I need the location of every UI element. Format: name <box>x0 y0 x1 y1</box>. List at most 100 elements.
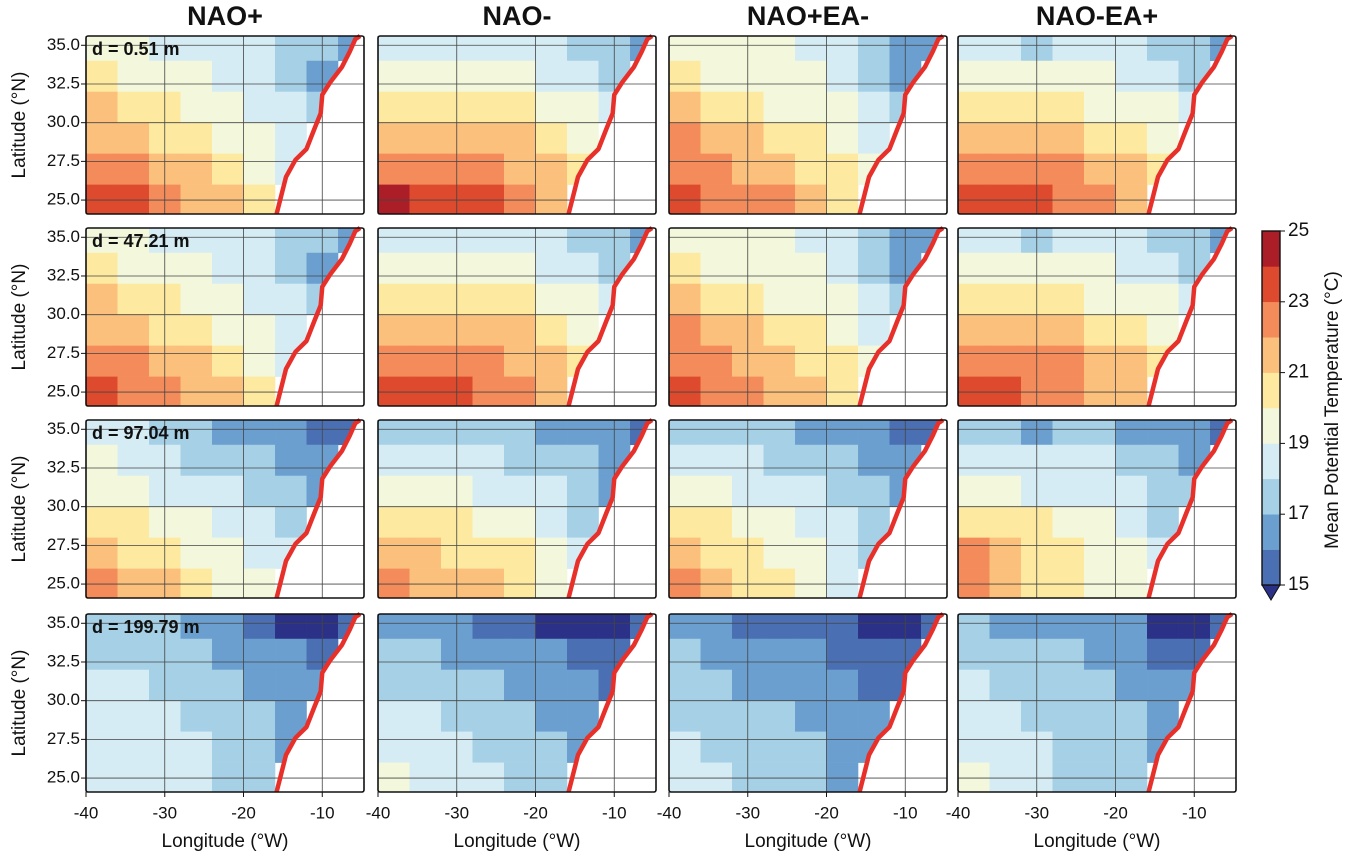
cell <box>472 614 505 640</box>
cell <box>243 153 276 185</box>
cell <box>700 669 733 701</box>
cell <box>1084 614 1116 640</box>
cell <box>700 614 733 640</box>
cell <box>669 153 701 185</box>
cell <box>989 420 1022 446</box>
cell <box>763 444 796 477</box>
cell <box>275 669 307 701</box>
cell <box>1115 731 1148 763</box>
cell <box>504 376 536 407</box>
cell <box>212 252 244 285</box>
cell <box>795 614 827 640</box>
cell <box>989 376 1022 407</box>
cell <box>243 731 276 763</box>
cell <box>243 568 276 599</box>
cell <box>1147 36 1179 62</box>
cell <box>567 252 599 285</box>
cell <box>243 614 276 640</box>
cell <box>567 60 599 93</box>
y-tick-label: 30.0 <box>47 690 80 709</box>
cell <box>763 376 796 407</box>
cell <box>1084 376 1116 407</box>
cell <box>117 228 150 254</box>
cell <box>1115 60 1148 93</box>
coastline <box>1146 34 1234 215</box>
cell <box>180 91 213 123</box>
cell <box>1052 568 1085 599</box>
cell <box>795 700 827 732</box>
cell <box>212 506 244 538</box>
cell <box>826 762 859 793</box>
cell <box>795 731 827 763</box>
cell <box>243 638 276 671</box>
cell <box>243 252 276 285</box>
cell <box>826 475 859 507</box>
cell <box>212 60 244 93</box>
cell <box>700 60 733 93</box>
cell <box>275 444 307 477</box>
cell <box>504 700 536 732</box>
cell <box>180 638 213 671</box>
cell <box>212 376 244 407</box>
cell <box>958 36 990 62</box>
panel <box>957 418 1237 599</box>
cell <box>700 314 733 346</box>
cell <box>958 345 990 377</box>
cell <box>472 153 505 185</box>
cell <box>989 537 1022 569</box>
cell <box>472 638 505 671</box>
cell <box>472 700 505 732</box>
y-tick-label: 27.5 <box>47 729 80 748</box>
cell <box>212 475 244 507</box>
cell <box>826 36 859 62</box>
cell <box>275 36 307 62</box>
colorbar-bin <box>1262 266 1280 303</box>
cell <box>378 700 410 732</box>
x-axis-label: Longitude (°W) <box>162 831 289 852</box>
cell <box>700 184 733 215</box>
cell <box>795 314 827 346</box>
cell <box>472 314 505 346</box>
cell <box>989 314 1022 346</box>
cell <box>1147 91 1179 123</box>
cell <box>858 228 890 254</box>
land <box>859 228 947 406</box>
y-tick-label: 35.0 <box>47 613 80 632</box>
cell <box>1115 184 1148 215</box>
cell <box>826 153 859 185</box>
colorbar-frame <box>1261 230 1281 586</box>
land <box>276 228 364 406</box>
cell <box>1115 122 1148 154</box>
cell <box>212 700 244 732</box>
cell <box>117 475 150 507</box>
cell <box>669 731 701 763</box>
panel <box>377 612 657 793</box>
panel <box>85 34 365 215</box>
cell <box>1147 252 1179 285</box>
cell <box>1084 700 1116 732</box>
cell <box>86 475 118 507</box>
cell <box>535 731 568 763</box>
cell <box>700 252 733 285</box>
cell <box>958 731 990 763</box>
cell <box>989 731 1022 763</box>
cell <box>504 184 536 215</box>
cell <box>212 36 244 62</box>
cell <box>243 283 276 315</box>
coastline <box>857 418 945 599</box>
cell <box>535 700 568 732</box>
cell <box>763 252 796 285</box>
cell <box>858 36 890 62</box>
cell <box>117 60 150 93</box>
panel <box>377 34 657 215</box>
cell <box>826 228 859 254</box>
cell <box>567 36 599 62</box>
cell <box>86 153 118 185</box>
cell <box>826 314 859 346</box>
panel-frame <box>668 35 948 215</box>
cell <box>958 700 990 732</box>
cell <box>409 345 442 377</box>
panel-frame <box>377 227 657 407</box>
cell <box>958 762 990 793</box>
cell <box>1052 669 1085 701</box>
